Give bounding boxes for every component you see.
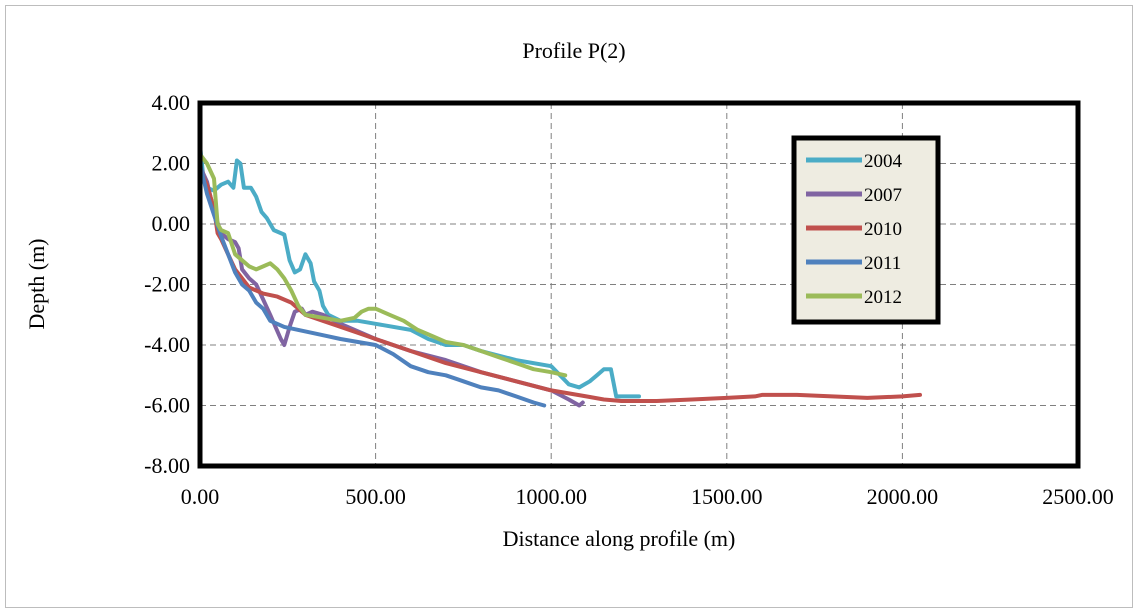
x-tick-label: 1000.00	[515, 484, 587, 509]
x-tick-label: 2000.00	[867, 484, 939, 509]
tick-labels: 0.00 500.00 1000.00 1500.00 2000.00 2500.00 4.…	[144, 90, 1114, 509]
y-tick-label: -4.00	[144, 332, 190, 357]
series-lines	[198, 143, 922, 408]
legend-label-2004: 2004	[864, 151, 903, 172]
legend-items: 2004 2007 2010 2011 2012	[806, 151, 903, 308]
x-axis-label: Distance along profile (m)	[503, 526, 736, 551]
legend-label-2010: 2010	[864, 219, 902, 240]
y-axis-label: Depth (m)	[24, 238, 49, 329]
chart-frame: Profile P(2) 0.00 500.00 1000.00 1500.00 200…	[5, 5, 1133, 608]
y-tick-label: -2.00	[144, 272, 190, 297]
y-tick-label: -8.00	[144, 453, 190, 478]
y-tick-label: 2.00	[152, 151, 191, 176]
y-tick-label: 4.00	[152, 90, 191, 115]
legend-label-2011: 2011	[864, 253, 901, 274]
series-line-2012	[198, 152, 568, 378]
legend-label-2007: 2007	[864, 185, 902, 206]
grid-lines	[200, 103, 1078, 466]
plot-border	[197, 100, 1081, 469]
series-line-2011	[198, 161, 547, 408]
legend: 2004 2007 2010 2011 2012	[791, 135, 941, 325]
legend-label-2012: 2012	[864, 287, 902, 308]
y-tick-label: -6.00	[144, 393, 190, 418]
x-tick-label: 2500.00	[1042, 484, 1114, 509]
x-tick-label: 0.00	[181, 484, 220, 509]
series-line-2004	[198, 143, 641, 399]
chart-svg: Profile P(2) 0.00 500.00 1000.00 1500.00 200…	[24, 38, 1114, 551]
x-tick-label: 500.00	[345, 484, 406, 509]
chart-title: Profile P(2)	[522, 38, 625, 63]
x-tick-label: 1500.00	[691, 484, 763, 509]
y-tick-label: 0.00	[152, 211, 191, 236]
